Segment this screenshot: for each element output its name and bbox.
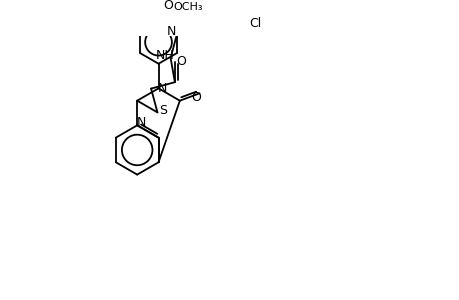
Text: O: O [162, 0, 172, 13]
Text: NH: NH [156, 49, 174, 62]
Text: O: O [191, 92, 201, 104]
Text: OCH₃: OCH₃ [173, 2, 202, 12]
Text: S: S [158, 103, 167, 117]
Text: N: N [157, 82, 167, 95]
Text: N: N [167, 25, 176, 38]
Text: O: O [176, 55, 185, 68]
Text: Cl: Cl [248, 17, 261, 30]
Text: N: N [136, 116, 146, 129]
